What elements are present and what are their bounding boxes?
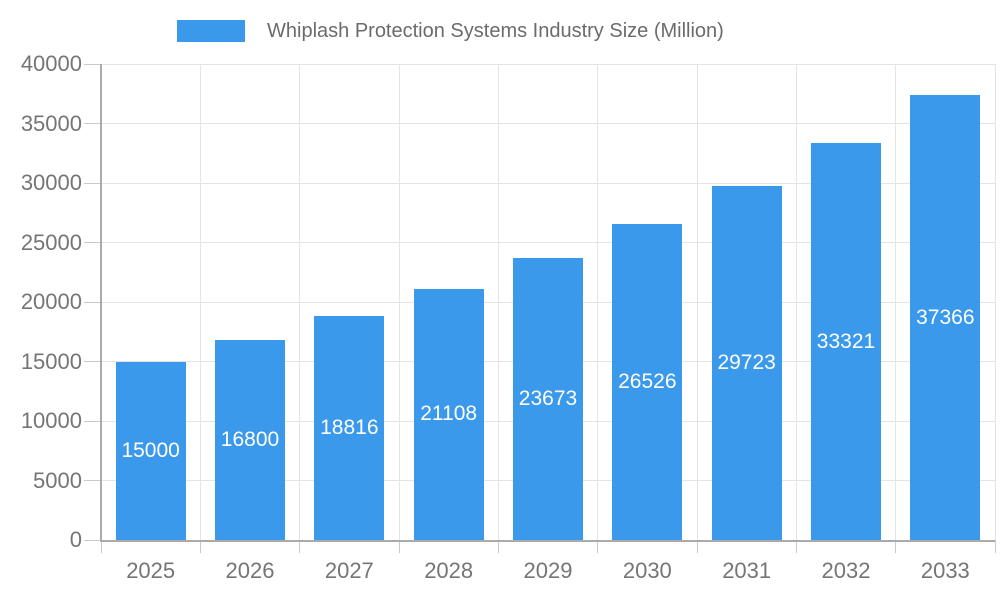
x-axis-line bbox=[100, 540, 995, 542]
bar-value-label: 29723 bbox=[717, 351, 776, 375]
y-gridline bbox=[101, 123, 995, 124]
x-tick-mark bbox=[398, 540, 400, 553]
y-tick-mark bbox=[84, 539, 101, 541]
y-tick-mark bbox=[84, 242, 101, 243]
x-tick-mark bbox=[696, 540, 698, 553]
x-tick-label: 2033 bbox=[920, 558, 970, 583]
y-tick-mark bbox=[84, 361, 101, 362]
bar-value-label: 18816 bbox=[320, 416, 379, 440]
bar-value-label: 15000 bbox=[121, 438, 180, 462]
x-gridline bbox=[994, 64, 996, 540]
bar[interactable] bbox=[215, 340, 285, 540]
y-tick-mark bbox=[84, 480, 101, 481]
x-tick-mark bbox=[497, 540, 499, 553]
x-gridline bbox=[497, 64, 499, 540]
x-tick-label: 2029 bbox=[523, 558, 573, 583]
bar-value-label: 21108 bbox=[420, 402, 478, 426]
bar[interactable] bbox=[711, 186, 782, 540]
bar-value-label: 37366 bbox=[916, 305, 975, 329]
x-tick-mark bbox=[895, 540, 897, 553]
y-tick-mark bbox=[84, 123, 101, 124]
y-tick-mark bbox=[84, 301, 101, 303]
y-tick-mark bbox=[84, 420, 101, 422]
bar[interactable] bbox=[910, 95, 981, 540]
x-gridline bbox=[895, 64, 897, 540]
x-tick-label: 2031 bbox=[722, 558, 772, 583]
bar-value-label: 33321 bbox=[816, 329, 876, 353]
x-gridline bbox=[398, 64, 400, 540]
x-tick-mark bbox=[795, 540, 797, 553]
x-tick-mark bbox=[199, 540, 201, 553]
y-gridline bbox=[101, 242, 995, 243]
y-tick-label: 10000 bbox=[20, 408, 82, 433]
x-tick-label: 2032 bbox=[821, 558, 871, 583]
y-tick-mark bbox=[84, 182, 101, 184]
x-tick-mark bbox=[994, 540, 996, 553]
y-gridline bbox=[101, 63, 995, 65]
y-tick-label: 40000 bbox=[20, 51, 82, 76]
bar-value-label: 26526 bbox=[618, 370, 677, 394]
bar[interactable] bbox=[811, 143, 881, 540]
y-tick-label: 0 bbox=[69, 527, 82, 552]
x-gridline bbox=[597, 64, 599, 540]
chart-title: Whiplash Protection Systems Industry Siz… bbox=[267, 20, 724, 42]
x-tick-mark bbox=[100, 540, 102, 553]
bar[interactable] bbox=[115, 361, 186, 540]
bar[interactable] bbox=[314, 316, 385, 540]
y-tick-label: 20000 bbox=[20, 289, 82, 314]
x-gridline bbox=[299, 64, 301, 540]
bar[interactable] bbox=[513, 258, 583, 540]
x-tick-mark bbox=[299, 540, 301, 553]
bar-value-label: 23673 bbox=[518, 387, 578, 411]
y-tick-label: 15000 bbox=[20, 348, 82, 374]
x-tick-mark bbox=[597, 540, 599, 553]
y-tick-mark bbox=[84, 63, 101, 65]
y-tick-label: 35000 bbox=[20, 110, 82, 136]
y-tick-label: 30000 bbox=[20, 170, 82, 195]
x-tick-label: 2030 bbox=[622, 558, 672, 583]
x-tick-label: 2027 bbox=[324, 558, 374, 583]
x-tick-label: 2026 bbox=[225, 558, 275, 583]
y-tick-label: 5000 bbox=[33, 467, 82, 493]
y-gridline bbox=[101, 182, 995, 184]
legend-swatch[interactable] bbox=[177, 20, 245, 42]
bar-value-label: 16800 bbox=[220, 428, 280, 452]
x-tick-label: 2028 bbox=[424, 558, 474, 583]
x-gridline bbox=[199, 64, 201, 540]
x-gridline bbox=[795, 64, 797, 540]
bar[interactable] bbox=[413, 288, 484, 540]
y-tick-label: 25000 bbox=[20, 229, 82, 255]
x-tick-label: 2025 bbox=[126, 558, 176, 583]
y-axis-line bbox=[100, 64, 102, 542]
chart-legend[interactable]: Whiplash Protection Systems Industry Siz… bbox=[0, 0, 1000, 52]
bar[interactable] bbox=[612, 224, 683, 540]
x-gridline bbox=[696, 64, 698, 540]
